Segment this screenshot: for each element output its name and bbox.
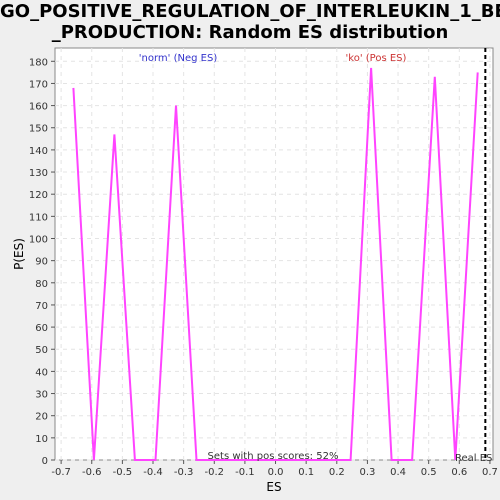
x-tick-label: 0.1: [298, 467, 314, 478]
grid: [55, 48, 493, 461]
y-tick-label: 170: [29, 79, 48, 90]
x-tick-label: 0.7: [482, 467, 498, 478]
pos-es-label: 'ko' (Pos ES): [346, 53, 407, 64]
x-tick-label: -0.4: [143, 467, 163, 478]
x-axis-label: ES: [266, 480, 281, 494]
y-tick-label: 160: [29, 102, 48, 113]
x-tick-label: 0.4: [390, 467, 406, 478]
x-tick-label: -0.3: [174, 467, 194, 478]
real-es-label: Real ES: [455, 453, 492, 464]
y-axis-label: P(ES): [12, 238, 26, 270]
x-tick-label: 0.5: [421, 467, 437, 478]
y-tick-label: 30: [35, 390, 48, 401]
x-tick-label: -0.2: [205, 467, 225, 478]
y-tick-label: 20: [35, 412, 48, 423]
y-tick-label: 140: [29, 146, 48, 157]
y-tick-label: 80: [35, 279, 48, 290]
x-tick-label: -0.5: [113, 467, 133, 478]
y-tick-label: 180: [29, 57, 48, 68]
x-tick-label: 0.2: [329, 467, 345, 478]
plot-area: [54, 47, 494, 461]
y-tick-label: 150: [29, 124, 48, 135]
x-tick-label: -0.1: [235, 467, 255, 478]
y-tick-label: 40: [35, 367, 48, 378]
y-tick-label: 130: [29, 168, 48, 179]
x-tick-label: 0.0: [268, 467, 284, 478]
y-tick-label: 70: [35, 301, 48, 312]
neg-es-label: 'norm' (Neg ES): [139, 53, 218, 64]
x-tick-label: 0.6: [451, 467, 467, 478]
y-tick-label: 120: [29, 190, 48, 201]
y-axis: 0 10 20 30 40 50 60 70 80 90 100 110 120 130 140 150 160…: [29, 57, 55, 467]
chart-title-line2: _PRODUCTION: Random ES distribution: [51, 22, 449, 43]
y-tick-label: 100: [29, 234, 48, 245]
chart-title-line1: GO_POSITIVE_REGULATION_OF_INTERLEUKIN_1_…: [0, 1, 500, 22]
x-tick-label: -0.6: [82, 467, 102, 478]
y-tick-label: 50: [35, 345, 48, 356]
y-tick-label: 60: [35, 323, 48, 334]
x-axis: -0.7 -0.6 -0.5 -0.4 -0.3 -0.2 -0.1 0.0 0.1 0.2 0.3…: [51, 460, 498, 478]
y-tick-label: 90: [35, 257, 48, 268]
y-tick-label: 0: [42, 456, 48, 467]
y-tick-label: 110: [29, 212, 48, 223]
y-tick-label: 10: [35, 434, 48, 445]
pos-scores-label: Sets with pos scores: 52%: [208, 451, 339, 462]
x-tick-label: -0.7: [51, 467, 71, 478]
x-tick-label: 0.3: [359, 467, 375, 478]
series-line: [72, 67, 479, 461]
